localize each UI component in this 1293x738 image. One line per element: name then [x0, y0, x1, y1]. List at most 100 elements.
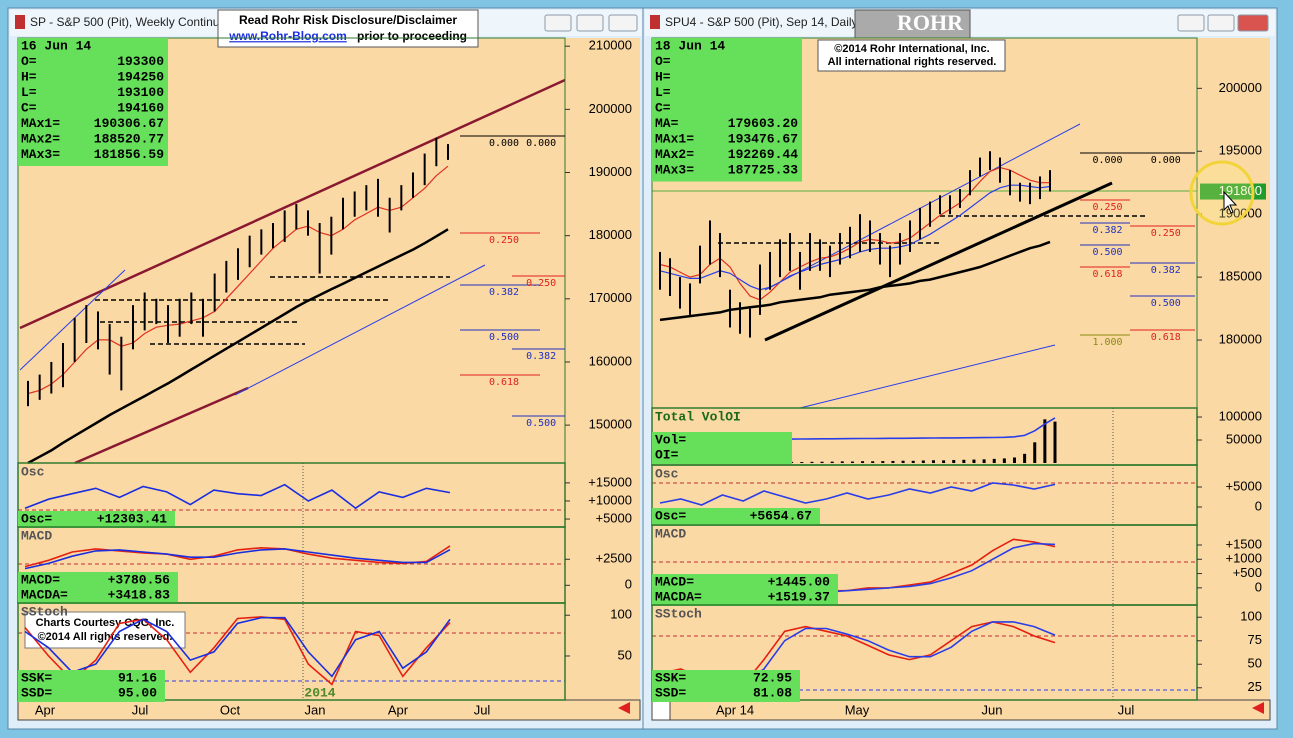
readout-value: +5654.67: [750, 508, 812, 523]
readout-value: +1445.00: [768, 574, 831, 589]
readout-label: SSK=: [655, 670, 686, 685]
x-tick-label: Jul: [132, 702, 149, 717]
fib-label: 0.000: [489, 138, 519, 149]
readout-label: SSK=: [21, 670, 52, 685]
y-tick-label: 195000: [1219, 143, 1262, 158]
fib-label: 1.000: [1092, 337, 1122, 348]
y-tick-label: 180000: [589, 227, 632, 242]
close-button[interactable]: [1237, 14, 1269, 32]
info-label: MAx2=: [21, 131, 60, 146]
cursor: [1223, 190, 1238, 214]
window-buttons: [544, 14, 1269, 32]
fib-label: 0.500: [489, 332, 519, 343]
info-value: 193300: [117, 54, 164, 69]
readout-label: Vol=: [655, 432, 686, 447]
panel-name: MACD: [21, 528, 52, 543]
y-tick-label: 200000: [589, 101, 632, 116]
y-tick-label: +500: [1233, 565, 1262, 580]
volume-bar: [871, 461, 875, 464]
readout-box: [652, 574, 838, 606]
info-label: H=: [655, 69, 671, 84]
info-box: [652, 38, 802, 182]
info-label: MAx2=: [655, 147, 694, 162]
readout-label: MACD=: [655, 574, 694, 589]
volume-bar: [972, 459, 976, 464]
info-value: 179603.20: [728, 116, 798, 131]
y-tick-label: +5000: [595, 510, 632, 525]
panel-border: [17, 602, 566, 701]
year-label: 2014: [304, 685, 335, 700]
scroll-arrow[interactable]: [1252, 702, 1264, 714]
notice-text: prior to proceeding: [357, 29, 467, 43]
y-tick-label: 150000: [589, 417, 632, 432]
y-tick-label: 185000: [1219, 269, 1262, 284]
info-label: L=: [21, 85, 37, 100]
info-value: 193100: [117, 85, 164, 100]
fib-label: 0.382: [1092, 225, 1122, 236]
panel-border: [651, 604, 1198, 701]
app-icon: [15, 15, 25, 29]
x-axis-strip: [17, 699, 641, 721]
fib-label: 0.500: [1092, 247, 1122, 258]
indicator-line: [24, 616, 451, 678]
scroll-arrow[interactable]: [618, 702, 630, 714]
volume-bar: [840, 461, 844, 464]
info-label: H=: [21, 69, 37, 84]
info-value: 188520.77: [94, 131, 164, 146]
readout-box: [652, 508, 820, 525]
volume-bar: [1033, 442, 1037, 464]
fib-label: 0.500: [1151, 298, 1181, 309]
y-tick-label: 0: [1255, 498, 1262, 513]
volume-bar: [1043, 419, 1047, 464]
maximize-button[interactable]: [1207, 14, 1235, 32]
maximize-button[interactable]: [576, 14, 604, 32]
info-value: 187725.33: [728, 162, 798, 177]
info-label: MAx3=: [655, 162, 694, 177]
logo: ROHR: [897, 10, 964, 35]
moving-average: [27, 228, 449, 465]
readout-box: [652, 432, 792, 464]
y-tick-label: +2500: [595, 551, 632, 566]
fib-label: 0.000: [1151, 155, 1181, 166]
notice-text: All international rights reserved.: [828, 56, 997, 68]
fib-label: 0.618: [1151, 332, 1181, 343]
panel-name: Osc: [655, 466, 679, 481]
y-tick-label: 25: [1248, 679, 1262, 694]
minimize-button[interactable]: [544, 14, 572, 32]
fib-label: 0.000: [1092, 155, 1122, 166]
moving-average: [659, 240, 1051, 322]
info-value: 194250: [117, 69, 164, 84]
indicator-line: [659, 482, 1056, 506]
moving-average: [659, 184, 1051, 291]
volume-bar: [901, 460, 905, 464]
indicator-line: [24, 616, 451, 686]
y-tick-label: 100000: [1219, 408, 1262, 423]
readout-label: Osc=: [655, 508, 686, 523]
info-label: O=: [21, 54, 37, 69]
minimize-button[interactable]: [1177, 14, 1205, 32]
readout-value: +12303.41: [97, 511, 167, 526]
x-tick-label: Apr: [388, 702, 409, 717]
y-tick-label: 180000: [1219, 331, 1262, 346]
volume-bar: [992, 458, 996, 464]
notice-link[interactable]: www.Rohr-Blog.com: [228, 29, 347, 43]
fib-label: 0.250: [1092, 202, 1122, 213]
scroll-box[interactable]: [651, 699, 671, 721]
y-tick-label: 50000: [1226, 431, 1262, 446]
fib-label: 0.382: [489, 287, 519, 298]
close-button[interactable]: [608, 14, 638, 32]
readout-value: +3418.83: [108, 587, 171, 602]
volume-bar: [962, 459, 966, 464]
info-label: L=: [655, 85, 671, 100]
x-tick-label: Jan: [305, 702, 326, 717]
volume-bar: [982, 459, 986, 464]
fib-label: 0.250: [1151, 228, 1181, 239]
panel-name: Total VolOI: [655, 409, 741, 424]
volume-bar: [820, 461, 824, 464]
app-icon: [650, 15, 660, 29]
info-label: MAx3=: [21, 147, 60, 162]
volume-bar: [830, 461, 834, 464]
y-tick-label: 170000: [589, 290, 632, 305]
